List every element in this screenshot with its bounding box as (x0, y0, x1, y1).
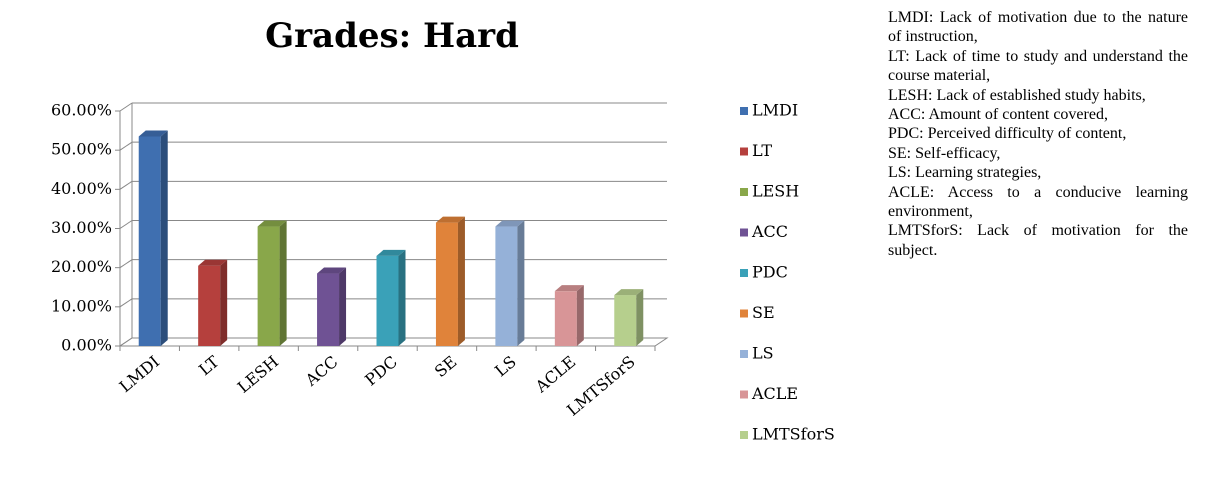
x-tick-label: LS (491, 352, 520, 380)
bar-side (220, 259, 228, 346)
bar (495, 220, 525, 346)
legend-label: LMDI (752, 101, 798, 120)
bar (376, 249, 406, 346)
bar-side (160, 130, 168, 346)
bar (198, 259, 228, 346)
legend-label: LMTSforS (752, 425, 835, 444)
bar (257, 220, 287, 346)
grid-line-side (119, 337, 133, 347)
x-tick-label: LT (195, 352, 223, 380)
legend-label: SE (752, 303, 775, 322)
bar-side (457, 216, 465, 346)
bar-top (198, 259, 228, 266)
bar (138, 130, 168, 346)
legend-swatch (740, 228, 748, 237)
bar-top (554, 285, 584, 292)
note: ACLE: Access to a conducive learning env… (888, 183, 1188, 221)
chart: Grades: Hard 0.00% 10.00% 20.00% 30.00% 40.0… (51, 16, 835, 444)
grid-line-side (119, 102, 133, 112)
bar-side (398, 249, 406, 346)
y-tick-label: 40.00% (51, 179, 112, 198)
bar (435, 216, 465, 346)
bar-side (636, 289, 644, 346)
bar-front (376, 255, 399, 346)
y-tick-label: 0.00% (61, 336, 112, 355)
bar-top (317, 267, 347, 274)
bar-top (138, 130, 168, 137)
legend-label: ACLE (751, 384, 798, 403)
bar-front (614, 295, 637, 346)
legend-swatch (740, 431, 748, 439)
grid-line-side (119, 220, 133, 229)
legend-label: LS (752, 344, 774, 363)
bar-front (554, 291, 577, 346)
y-tick-label: 30.00% (51, 218, 112, 237)
bar-top (495, 220, 525, 227)
legend-swatch (740, 188, 748, 196)
bar-side (576, 285, 584, 346)
grid-line-side (119, 298, 133, 308)
bar (554, 285, 584, 346)
bar-front (317, 273, 340, 346)
chart-title: Grades: Hard (265, 16, 519, 56)
x-tick-label: SE (431, 352, 461, 381)
x-tick-label: ACC (301, 352, 342, 390)
bar-side (517, 220, 525, 346)
grid-line-side (119, 180, 133, 190)
note: LT: Lack of time to study and understand… (888, 47, 1188, 85)
legend-swatch (740, 147, 748, 156)
legend-swatch (740, 390, 748, 399)
bar-front (198, 265, 221, 346)
notes: LMDI: Lack of motivation due to the natu… (888, 8, 1188, 260)
bar-top (376, 249, 406, 256)
grid-line-side (119, 141, 133, 151)
bar-top (614, 289, 644, 296)
y-tick-label: 20.00% (51, 257, 112, 276)
y-tick-label: 60.00% (51, 101, 112, 120)
legend-label: LESH (752, 182, 799, 201)
bar-front (495, 226, 518, 346)
bar-top (257, 220, 287, 227)
note: SE: Self-efficacy, (888, 144, 1001, 162)
legend-swatch (740, 350, 748, 358)
note: ACC: Amount of content covered, (888, 106, 1108, 124)
note: LESH: Lack of established study habits, (888, 86, 1146, 104)
bar-top (435, 216, 465, 223)
bar-front (257, 226, 280, 346)
note: LMTSforS: Lack of motivation for the sub… (888, 222, 1188, 259)
note: LMDI: Lack of motivation due to the natu… (888, 9, 1188, 46)
bar (317, 267, 347, 346)
bar-side (279, 220, 287, 346)
x-tick-label: LMDI (116, 352, 164, 396)
legend-swatch (740, 107, 748, 115)
legend-label: ACC (751, 222, 788, 241)
x-tick-label: LESH (234, 352, 282, 397)
x-tick-label: PDC (361, 352, 401, 390)
bar (614, 289, 644, 346)
grid-line-side (119, 259, 133, 269)
bar-side (339, 267, 347, 346)
legend-label: LT (752, 141, 772, 160)
bar-front (435, 222, 458, 346)
y-tick-label: 10.00% (51, 296, 112, 315)
note: PDC: Perceived difficulty of content, (888, 125, 1127, 143)
x-tick-label: ACLE (531, 352, 579, 397)
legend-label: PDC (752, 263, 788, 282)
note: LS: Learning strategies, (888, 164, 1042, 182)
legend-swatch (740, 309, 748, 318)
bar-front (138, 136, 161, 346)
y-tick-label: 50.00% (51, 140, 112, 159)
legend-swatch (740, 269, 748, 277)
